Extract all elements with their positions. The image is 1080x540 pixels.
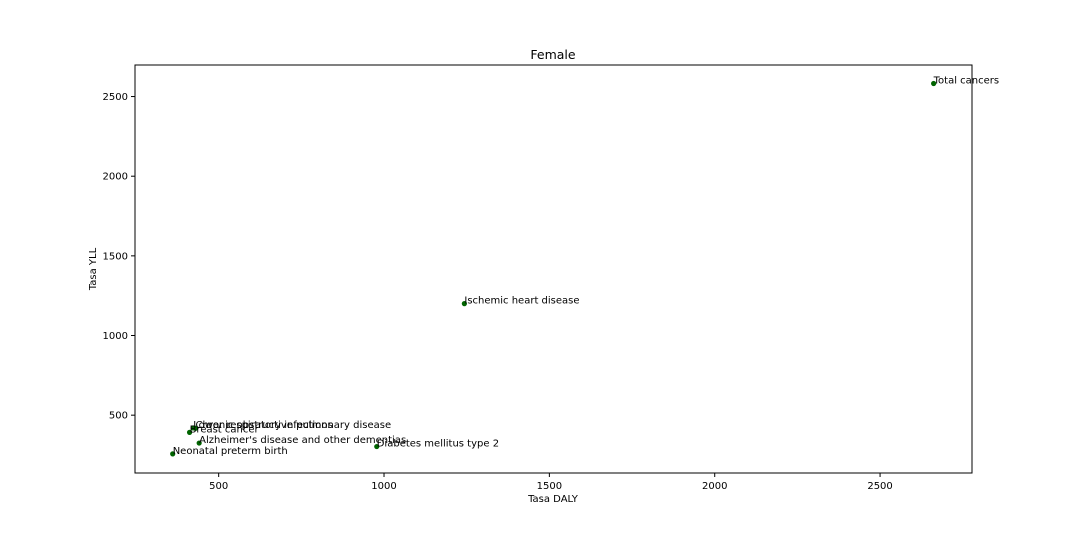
data-point: [196, 440, 202, 446]
data-point: [461, 301, 467, 307]
x-tick-label: 2500: [867, 481, 892, 492]
data-point: [170, 451, 176, 457]
point-label: Lower respiratory infections: [193, 420, 333, 431]
data-point: [931, 80, 937, 87]
plot-area: [134, 64, 973, 474]
y-axis: 500 1000 1500 2000 2500: [103, 92, 135, 422]
chart-title: Female: [530, 47, 576, 62]
data-point: [186, 429, 193, 435]
data-point: [374, 443, 380, 450]
y-tick-label: 2500: [103, 92, 128, 103]
y-tick-label: 500: [109, 411, 128, 422]
data-point: [192, 425, 199, 431]
point-label: Breast cancer: [190, 424, 260, 435]
x-axis: 500 1000 1500 2000 2500: [209, 473, 893, 492]
point-label: Diabetes mellitus type 2: [377, 439, 499, 450]
x-axis-label: Tasa DALY: [527, 494, 579, 505]
x-tick-label: 2000: [702, 481, 727, 492]
point-label: Chronic obstructive pulmonary disease: [196, 420, 392, 431]
y-tick-label: 1000: [103, 331, 128, 342]
x-tick-label: 1500: [537, 481, 562, 492]
point-label: Total cancers: [933, 75, 999, 86]
y-tick-label: 2000: [103, 172, 128, 183]
y-axis-label: Tasa YLL: [88, 247, 99, 291]
y-tick-label: 1500: [103, 251, 128, 262]
point-label: Neonatal preterm birth: [173, 446, 288, 457]
point-label: Ischemic heart disease: [464, 296, 579, 307]
x-tick-label: 500: [209, 481, 228, 492]
point-label: Alzheimer's disease and other dementias: [199, 435, 406, 446]
x-tick-label: 1000: [371, 481, 396, 492]
data-points: Total cancers Ischemic heart disease Lower…: [170, 75, 999, 457]
